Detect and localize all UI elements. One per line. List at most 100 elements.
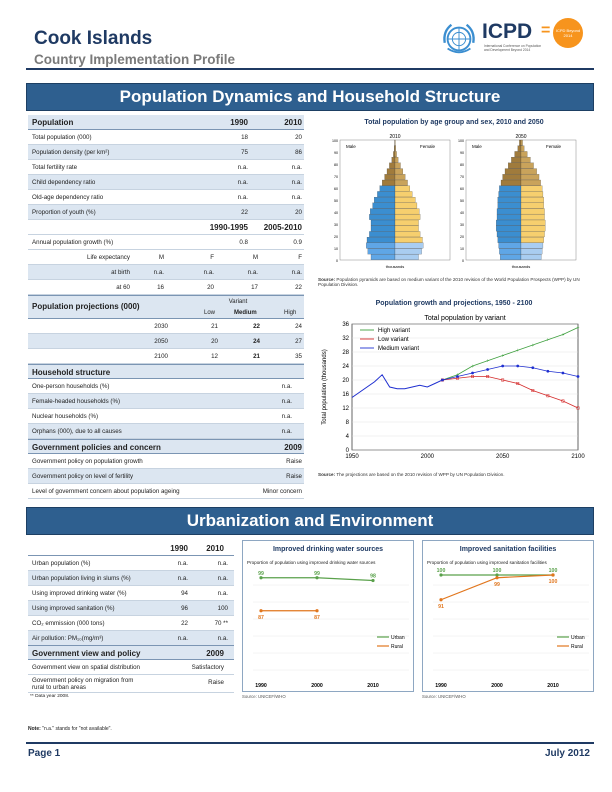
population-row-1990: 18 [241, 134, 248, 141]
wash-x-tick: 2000 [311, 683, 323, 689]
urban-row: Urban population living in slums (%) n.a.… [28, 571, 234, 586]
pyramid-male-bar [504, 168, 522, 175]
household-label: Orphans (000), due to all causes [32, 428, 122, 435]
growth-v2: 0.9 [293, 239, 302, 246]
pyramid-y-tick: 50 [460, 199, 464, 203]
gov-view-value-0: Satisfactory [191, 664, 224, 671]
wash-legend-label: Rural [571, 644, 583, 650]
pyramid-y-tick: 100 [332, 139, 338, 143]
household-header-row: Household structure [28, 364, 304, 379]
urban-2010: n.a. [217, 590, 228, 597]
sanitation-subtitle: Proportion of population using improved … [427, 560, 547, 565]
growth-point: + [531, 343, 534, 349]
gov-view-row-0: Government view on spatial distribution … [28, 660, 234, 675]
growth-y-tick: 20 [342, 378, 349, 384]
wash-x-tick: 2010 [367, 683, 379, 689]
pyramid-female-bar [520, 237, 544, 243]
population-row-1990: 22 [241, 209, 248, 216]
pyramid-female-bar [520, 202, 544, 209]
projection-high: 35 [295, 353, 302, 360]
wash-x-tick: 2010 [547, 683, 559, 689]
water-panel: Improved drinking water sources Proporti… [242, 540, 414, 692]
wash-point [439, 573, 443, 577]
gov-view-label-1: Government policy on migration from rura… [32, 677, 134, 691]
growth-point: + [546, 338, 549, 344]
growth-source-label: Source: [318, 472, 336, 477]
pyramid-male-bar [514, 151, 522, 158]
pyramid-female-bar [394, 202, 418, 209]
profile-subtitle: Country Implementation Profile [34, 52, 236, 67]
urban-2010: 70 ** [214, 620, 228, 627]
growth-point [546, 394, 550, 398]
growth-point [576, 375, 580, 378]
urban-label: CO₂ emmission (000 tons) [32, 620, 105, 627]
pyramid-year-label: 2010 [389, 134, 400, 140]
growth-point [486, 375, 490, 378]
footer-date: July 2012 [544, 748, 590, 759]
growth-point [471, 375, 474, 378]
urban-2010: n.a. [217, 575, 228, 582]
pyramid-male-bar [496, 214, 522, 220]
pyramid-y-tick: 60 [460, 187, 464, 191]
pyramid-female-bar [394, 191, 413, 198]
life-exp-60-0: 16 [157, 284, 164, 291]
policy-row: Government policy on level of fertility R… [28, 469, 304, 484]
icpd-logo-text: ICPD [482, 20, 533, 43]
pyramid-y-tick: 0 [336, 259, 338, 263]
wash-data-label: 87 [314, 615, 320, 621]
pyramid-y-tick: 90 [460, 151, 464, 155]
pyramid-male-bar [370, 208, 396, 215]
pyramid-male-bar [389, 162, 396, 169]
growth-point: + [501, 353, 504, 359]
growth-v1: 0.8 [239, 239, 248, 246]
pyramid-female-bar [520, 248, 543, 255]
pyramid-female-bar [520, 151, 528, 158]
life-exp-birth-2: n.a. [247, 269, 258, 276]
growth-series-line [442, 376, 579, 409]
growth-point: + [561, 332, 564, 338]
life-exp-birth-0: n.a. [153, 269, 164, 276]
projection-year: 2100 [154, 353, 168, 360]
urban-2010: n.a. [217, 560, 228, 567]
wash-point [439, 598, 443, 602]
projections-header: Population projections (000) [32, 302, 140, 311]
water-title: Improved drinking water sources [272, 546, 384, 553]
growth-x-tick: 1950 [345, 454, 359, 460]
household-header: Household structure [32, 368, 111, 377]
growth-history-line [351, 373, 443, 398]
pyramid-male-bar [508, 162, 522, 169]
urban-label: Urban population living in slums (%) [32, 575, 131, 582]
pyramid-male-bar [517, 145, 522, 152]
pyramid-y-tick: 100 [458, 139, 464, 143]
growth-point [501, 364, 505, 368]
household-row: Female-headed households (%) n.a. [28, 394, 304, 409]
pyramid-female-bar [520, 174, 540, 180]
pyramid-female-bar [520, 225, 546, 232]
urban-table: 1990 2010 Urban population (%) n.a. n.a. Ur… [28, 541, 234, 707]
population-row-2010: 86 [295, 149, 302, 156]
urban-label: Using improved sanitation (%) [32, 605, 115, 612]
period-header-1: 1990-1995 [209, 223, 248, 232]
pyramid-female-bar [394, 174, 406, 180]
pyramid-male-bar [369, 214, 396, 220]
pyramid-female-bar [394, 179, 408, 186]
growth-point [456, 375, 459, 378]
gov-view-label-0: Government view on spatial distribution [32, 664, 140, 671]
growth-label: Annual population growth (%) [32, 239, 114, 246]
icpd-beyond-logo: ICPD Beyond 2014 [553, 18, 583, 48]
life-exp-60-3: 22 [295, 284, 302, 291]
pyramid-male-bar [496, 219, 522, 226]
population-row-2010: 20 [295, 134, 302, 141]
pyramid-male-label: Male [472, 144, 482, 149]
water-subtitle: Proportion of population using improved … [247, 560, 376, 565]
population-row-label: Old-age dependency ratio [32, 194, 104, 201]
growth-point: + [577, 325, 580, 331]
urban-label: Using improved drinking water (%) [32, 590, 127, 597]
wash-data-label: 99 [494, 582, 500, 588]
growth-point [546, 369, 550, 373]
growth-x-tick: 2050 [496, 454, 510, 460]
life-exp-sex-row: Life expectancy M F M F [28, 250, 304, 265]
population-header-2010: 2010 [284, 118, 302, 127]
pyramid-y-tick: 70 [334, 175, 338, 179]
